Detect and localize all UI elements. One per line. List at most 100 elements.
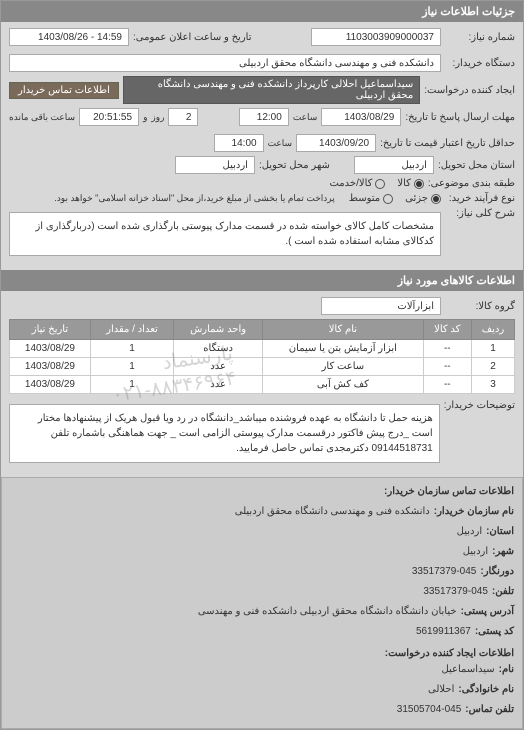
proc-radio-group: جزئی متوسط <box>349 193 441 204</box>
announce-label: تاریخ و ساعت اعلان عمومی: <box>133 32 252 43</box>
table-cell: ساعت کار <box>263 358 423 376</box>
table-row: 3--کف کش آبیعدد11403/08/29 <box>10 376 515 394</box>
org-name-label: نام سازمان خریدار: <box>434 504 514 520</box>
countdown-and: و <box>143 112 147 123</box>
table-header: ردیف <box>471 320 514 340</box>
pack-opt1: کالا <box>397 178 411 189</box>
table-cell: -- <box>423 340 471 358</box>
creator-phone: 31505704-045 <box>397 702 462 718</box>
page-title: جزئیات اطلاعات نیاز <box>422 6 515 18</box>
delivery-city: اردبیل <box>175 156 255 174</box>
creator-name-label: نام: <box>499 662 514 678</box>
req-no-label: شماره نیاز: <box>445 32 515 43</box>
proc-label: نوع فرآیند خرید: <box>445 193 515 204</box>
table-header: واحد شمارش <box>174 320 263 340</box>
req-no-value: 1103003909000037 <box>311 28 441 46</box>
validity-label: حداقل تاریخ اعتبار قیمت تا تاریخ: <box>380 138 515 149</box>
org-addr-label: آدرس پستی: <box>461 604 514 620</box>
table-cell: -- <box>423 376 471 394</box>
validity-date: 1403/09/20 <box>296 134 376 152</box>
pack-radio-goods[interactable]: کالا <box>397 178 424 189</box>
page-header: جزئیات اطلاعات نیاز <box>1 1 523 22</box>
creator-name: سیداسماعیل <box>441 662 494 678</box>
buyer-value: دانشکده فنی و مهندسی دانشگاه محقق اردبیل… <box>9 54 441 72</box>
org-city-label: شهر: <box>492 544 514 560</box>
table-cell: عدد <box>174 358 263 376</box>
table-cell: 1 <box>90 376 173 394</box>
delivery-prov: اردبیل <box>354 156 434 174</box>
proc-radio-minor[interactable]: جزئی <box>405 193 441 204</box>
org-post: 5619911367 <box>416 624 471 640</box>
table-cell: -- <box>423 358 471 376</box>
countdown-time: 20:51:55 <box>79 108 139 126</box>
countdown-label: ساعت باقی مانده <box>9 112 75 123</box>
buyer-label: دستگاه خریدار: <box>445 58 515 69</box>
org-name: دانشکده فنی و مهندسی دانشگاه محقق اردبیل… <box>235 504 430 520</box>
deadline-time: 12:00 <box>239 108 289 126</box>
org-prov: اردبیل <box>457 524 482 540</box>
table-cell: 1403/08/29 <box>10 358 91 376</box>
deadline-date: 1403/08/29 <box>321 108 401 126</box>
table-cell: 1 <box>90 340 173 358</box>
org-city: اردبیل <box>463 544 488 560</box>
proc-opt2: متوسط <box>349 193 380 204</box>
goods-table: ردیفکد کالانام کالاواحد شمارشتعداد / مقد… <box>9 319 515 394</box>
table-row: 1--ابزار آزمایش بتن یا سیماندستگاه11403/… <box>10 340 515 358</box>
table-cell: عدد <box>174 376 263 394</box>
pack-label: طبقه بندی موضوعی: <box>428 178 515 189</box>
validity-time: 14:00 <box>214 134 264 152</box>
group-label: گروه کالا: <box>445 301 515 312</box>
radio-icon <box>383 194 393 204</box>
creator-header: اطلاعات ایجاد کننده درخواست: <box>10 646 514 662</box>
table-header: تعداد / مقدار <box>90 320 173 340</box>
table-header: کد کالا <box>423 320 471 340</box>
contact-buyer-button[interactable]: اطلاعات تماس خریدار <box>9 82 119 99</box>
creator-label: ایجاد کننده درخواست: <box>424 85 515 96</box>
goods-table-wrap: ردیفکد کالانام کالاواحد شمارشتعداد / مقد… <box>9 319 515 394</box>
proc-opt1: جزئی <box>405 193 428 204</box>
creator-phone-label: تلفن تماس: <box>465 702 514 718</box>
table-cell: 2 <box>471 358 514 376</box>
table-cell: 3 <box>471 376 514 394</box>
radio-checked-icon <box>414 179 424 189</box>
org-zip: 33517379-045 <box>412 564 477 580</box>
pack-radio-group: کالا کالا/خدمت <box>329 178 423 189</box>
table-row: 2--ساعت کارعدد11403/08/29 <box>10 358 515 376</box>
need-desc-label: شرح کلی نیاز: <box>445 208 515 219</box>
deadline-label: مهلت ارسال پاسخ تا تاریخ: <box>405 112 515 123</box>
table-cell: 1 <box>90 358 173 376</box>
announce-value: 14:59 - 1403/08/26 <box>9 28 129 46</box>
table-cell: 1403/08/29 <box>10 376 91 394</box>
radio-icon <box>375 179 385 189</box>
creator-value: سیداسماعیل احلالی کارپرداز دانشکده فنی و… <box>123 76 420 104</box>
pack-radio-service[interactable]: کالا/خدمت <box>329 178 385 189</box>
need-desc: مشخصات کامل کالای خواسته شده در قسمت مدا… <box>9 212 441 256</box>
pack-opt2: کالا/خدمت <box>329 178 372 189</box>
table-cell: دستگاه <box>174 340 263 358</box>
table-cell: 1403/08/29 <box>10 340 91 358</box>
org-prov-label: استان: <box>486 524 514 540</box>
validity-time-label: ساعت <box>268 138 293 149</box>
radio-checked-icon <box>431 194 441 204</box>
proc-note: پرداخت تمام یا بخشی از مبلغ خرید،از محل … <box>54 193 334 204</box>
table-header: تاریخ نیاز <box>10 320 91 340</box>
creator-lname: احلالی <box>428 682 454 698</box>
org-post-label: کد پستی: <box>475 624 514 640</box>
deadline-time-label: ساعت <box>293 112 318 123</box>
buyer-notes: هزینه حمل تا دانشگاه به عهده فروشنده میب… <box>9 404 440 463</box>
proc-radio-medium[interactable]: متوسط <box>349 193 393 204</box>
table-cell: 1 <box>471 340 514 358</box>
delivery-prov-label: استان محل تحویل: <box>438 160 515 171</box>
table-cell: ابزار آزمایش بتن یا سیمان <box>263 340 423 358</box>
table-header: نام کالا <box>263 320 423 340</box>
buyer-notes-label: توضیحات خریدار: <box>444 400 515 411</box>
table-cell: کف کش آبی <box>263 376 423 394</box>
countdown-days: 2 <box>168 108 198 126</box>
creator-lname-label: نام خانوادگی: <box>458 682 514 698</box>
org-zip-label: دورنگار: <box>480 564 514 580</box>
goods-header: اطلاعات کالاهای مورد نیاز <box>1 270 523 291</box>
org-addr: خیابان دانشگاه دانشگاه محقق اردبیلی دانش… <box>198 604 457 620</box>
group-value: ابزارآلات <box>321 297 441 315</box>
org-contact-box: اطلاعات تماس سازمان خریدار: نام سازمان خ… <box>1 477 523 729</box>
delivery-city-label: شهر محل تحویل: <box>259 160 330 171</box>
